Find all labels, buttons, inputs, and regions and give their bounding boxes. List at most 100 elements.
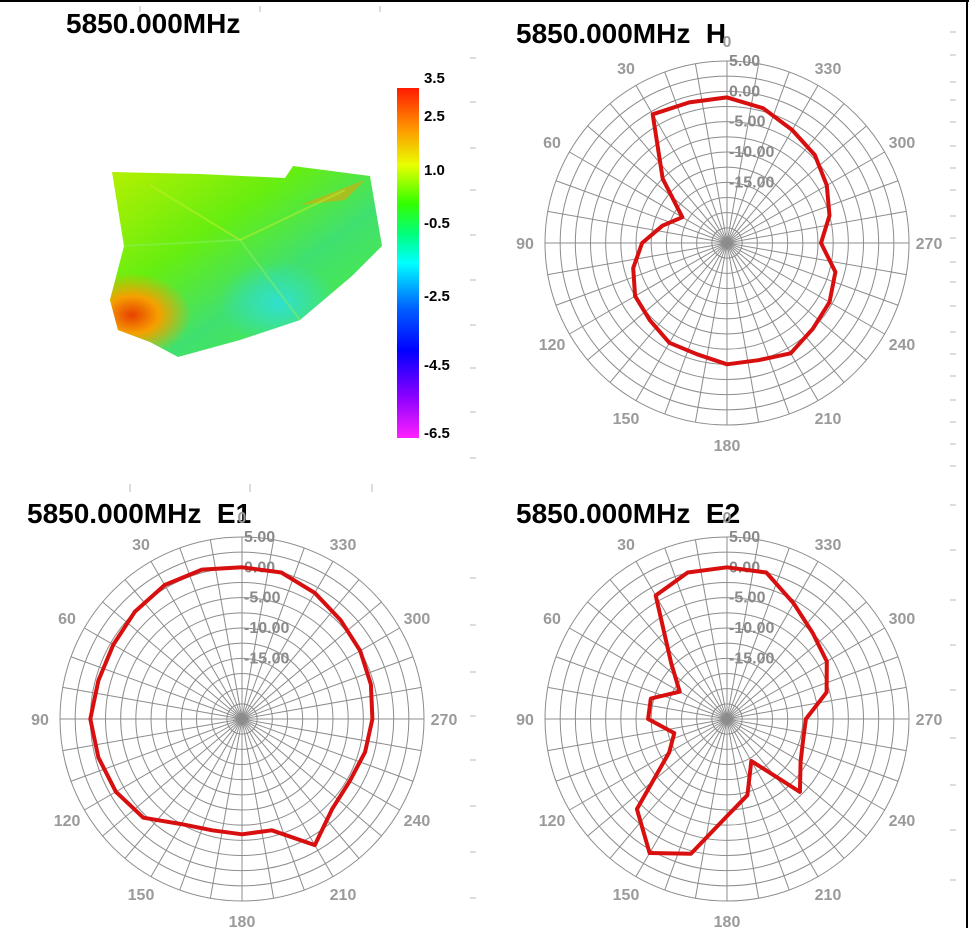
polar-grid-spoke (635, 85, 728, 244)
polar-angle-label: 300 (889, 135, 916, 152)
polar-angle-label: 30 (617, 537, 635, 554)
polar-grid-spoke (664, 242, 728, 415)
colorbar-tick-label: 3.5 (424, 70, 445, 87)
colorbar-tick-label: -4.5 (424, 357, 450, 374)
polar-grid-spoke (726, 242, 867, 361)
polar-radial-label: -10.00 (729, 144, 774, 161)
polar-angle-label: 240 (889, 337, 916, 354)
heatmap-title: 5850.000MHz (66, 8, 241, 39)
polar-radial-label: -10.00 (244, 620, 289, 637)
polar-grid-spoke (241, 718, 305, 891)
polar-grid-spoke (547, 718, 728, 752)
polar-radial-label: -5.00 (729, 114, 766, 131)
polar-grid-spoke (726, 242, 760, 423)
polar-grid-spoke (726, 561, 819, 720)
polar-grid-spoke (726, 718, 885, 811)
polar-grid-spoke (555, 242, 728, 306)
polar-grid-spoke (555, 180, 728, 244)
polar-grid-spoke (241, 718, 400, 811)
polar-grid-spoke (609, 103, 728, 244)
polar-grid-spoke (241, 656, 414, 720)
polar-angle-label: 240 (404, 813, 431, 830)
polar-grid-spoke (726, 242, 845, 383)
polar-grid-spoke (547, 686, 728, 720)
polar-grid-spoke (587, 125, 728, 244)
polar-grid-spoke (569, 718, 728, 811)
colorbar-tick-label: 1.0 (424, 162, 445, 179)
polar-angle-label: 120 (54, 813, 81, 830)
polar-angle-label: 90 (516, 712, 534, 729)
colorbar-tick-label: -6.5 (424, 425, 450, 442)
polar-angle-label: 30 (132, 537, 150, 554)
polar-series-line (634, 565, 829, 856)
polar-grid-spoke (726, 180, 899, 244)
polar-grid-spoke (726, 125, 867, 244)
polar-grid-spoke (694, 242, 728, 423)
polar-grid-spoke (241, 579, 360, 720)
polar-grid-spoke (555, 656, 728, 720)
polar-angle-label: 270 (916, 712, 943, 729)
polar-grid-spoke (726, 579, 845, 720)
polar-angle-label: 180 (714, 438, 741, 455)
polar-grid-spoke (241, 547, 305, 720)
polar-grid-spoke (726, 718, 907, 752)
polar-grid-spoke (62, 718, 243, 752)
polar-grid-spoke (150, 718, 243, 877)
polar-grid-spoke (587, 601, 728, 720)
polar-grid-spoke (664, 71, 728, 244)
polar-radial-label: -15.00 (729, 174, 774, 191)
polar-angle-label: 330 (330, 537, 357, 554)
polar-title-e2: 5850.000MHz E2 (516, 498, 741, 529)
polar-angle-label: 60 (543, 135, 561, 152)
polar-grid-spoke (241, 718, 422, 752)
polar-angle-label: 210 (815, 411, 842, 428)
polar-grid-spoke (664, 718, 728, 891)
polar-angle-label: 0 (723, 510, 732, 527)
polar-radial-label: 5.00 (729, 529, 760, 546)
polar-grid-spoke (241, 718, 275, 899)
polar-angle-label: 60 (543, 611, 561, 628)
polar-grid-spoke (569, 151, 728, 244)
polar-title-e1: 5850.000MHz E1 (27, 498, 252, 529)
heatmap-surface (110, 166, 382, 357)
polar-angle-label: 150 (128, 887, 155, 904)
polar-angle-label: 330 (815, 61, 842, 78)
polar-grid-spoke (726, 242, 885, 335)
polar-grid-spoke (726, 151, 885, 244)
polar-grid-spoke (241, 627, 400, 720)
polar-grid-spoke (726, 718, 760, 899)
polar-grid-spoke (84, 627, 243, 720)
polar-grid-spoke (70, 656, 243, 720)
polar-grid-spoke (664, 547, 728, 720)
polar-grid-spoke (694, 718, 728, 899)
polar-angle-label: 150 (613, 887, 640, 904)
polar-grid-spoke (726, 103, 845, 244)
polar-grid-spoke (241, 718, 360, 859)
polar-grid-spoke (726, 627, 885, 720)
polar-grid-spoke (62, 686, 243, 720)
polar-grid-spoke (124, 718, 243, 859)
polar-radial-label: -15.00 (729, 650, 774, 667)
polar-grid-spoke (726, 656, 899, 720)
polar-radial-label: 5.00 (244, 529, 275, 546)
polar-grid-spoke (726, 242, 819, 401)
polar-grid-spoke (726, 242, 907, 276)
polar-angle-label: 210 (330, 887, 357, 904)
polar-angle-label: 270 (431, 712, 458, 729)
colorbar-tick-label: -0.5 (424, 215, 450, 232)
polar-grid-spoke (102, 601, 243, 720)
polar-grid-spoke (726, 718, 899, 782)
polar-grid-spoke (726, 718, 790, 891)
polar-grid-spoke (84, 718, 243, 811)
polar-angle-label: 120 (539, 337, 566, 354)
polar-title-h: 5850.000MHz H (516, 18, 727, 49)
polar-angle-label: 270 (916, 236, 943, 253)
polar-grid-spoke (694, 63, 728, 244)
polar-grid-spoke (179, 718, 243, 891)
polar-angle-label: 30 (617, 61, 635, 78)
polar-grid-spoke (241, 718, 382, 837)
colorbar-tick-label: -2.5 (424, 288, 450, 305)
